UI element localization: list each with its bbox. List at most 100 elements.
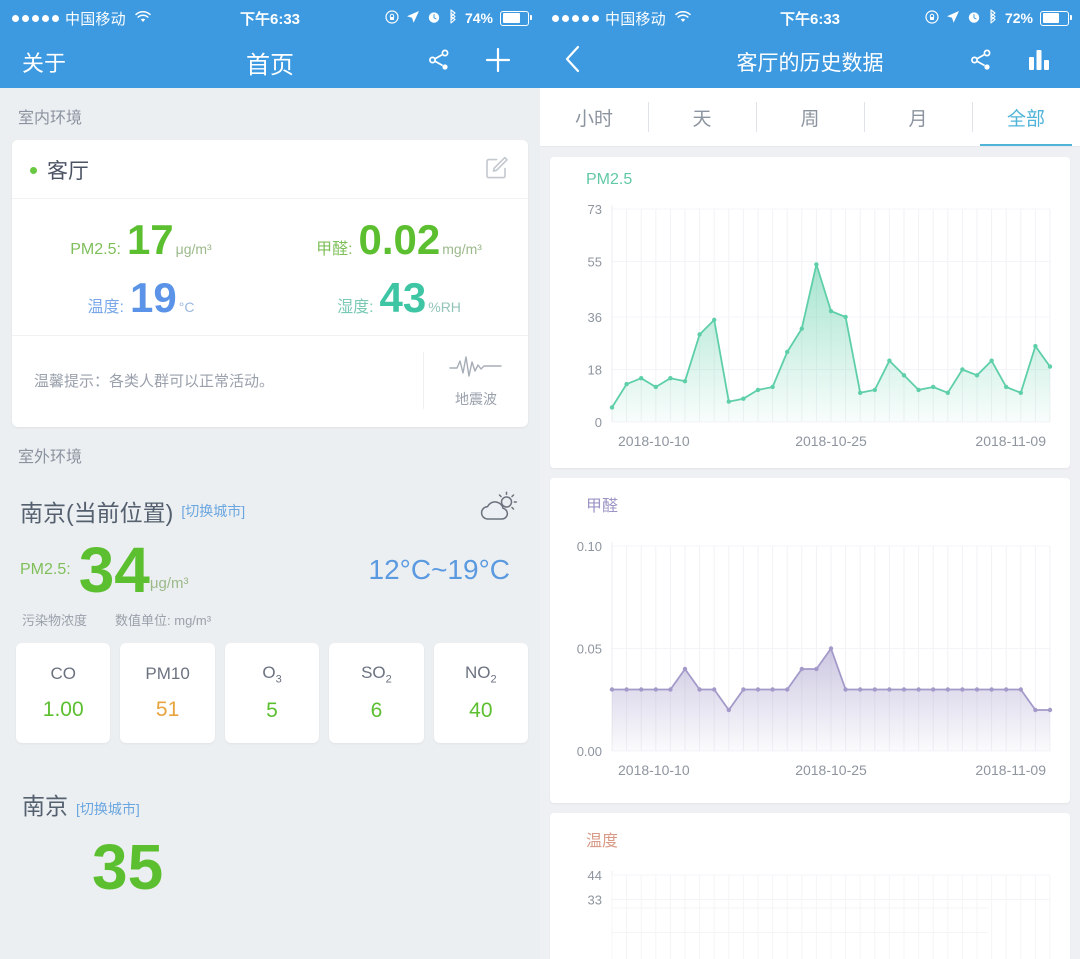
metric-label: PM2.5: bbox=[70, 241, 121, 258]
svg-text:2018-10-25: 2018-10-25 bbox=[795, 433, 867, 449]
alarm-icon bbox=[967, 10, 981, 27]
second-city-label: 南京 bbox=[22, 793, 68, 819]
back-button[interactable] bbox=[540, 44, 584, 80]
plus-icon[interactable] bbox=[484, 46, 512, 79]
metric-pm25: PM2.5: 17 μg/m³ bbox=[12, 213, 270, 271]
indoor-metrics: PM2.5: 17 μg/m³ 甲醛: 0.02 mg/m³ 温度: 19 °C bbox=[12, 199, 528, 335]
metric-value: 0.02 bbox=[358, 216, 441, 263]
svg-text:0: 0 bbox=[595, 415, 602, 430]
metric-humidity: 湿度: 43 %RH bbox=[270, 271, 528, 329]
signal-dots-icon bbox=[552, 14, 599, 22]
nav-actions bbox=[426, 46, 540, 79]
tab-week[interactable]: 周 bbox=[756, 88, 864, 146]
outdoor-block: 南京(当前位置) [切换城市] PM2.5: 34 μg/m³ 12°C~ bbox=[0, 479, 540, 765]
chart-title-temperature: 温度 bbox=[586, 833, 619, 850]
chart-card-pm25[interactable]: PM2.5 0 18 36 55 73 2018-10-10 2018-10-25 2018-… bbox=[550, 157, 1070, 468]
pollutant-name: NO2 bbox=[465, 662, 497, 686]
battery-icon bbox=[1040, 10, 1072, 26]
svg-text:0.10: 0.10 bbox=[577, 539, 602, 554]
edit-icon[interactable] bbox=[483, 154, 510, 186]
battery-icon bbox=[500, 10, 532, 26]
share-icon[interactable] bbox=[968, 47, 994, 78]
tip-row: 温馨提示：各类人群可以正常活动。 地震波 bbox=[12, 335, 528, 427]
right-screen-history: 中国移动 下午6:33 72% bbox=[540, 0, 1080, 959]
pollutant-value: 51 bbox=[155, 698, 180, 721]
pollutant-name: PM10 bbox=[145, 664, 190, 683]
chart-card-temperature[interactable]: 温度 33 44 bbox=[550, 813, 1070, 959]
svg-text:2018-11-09: 2018-11-09 bbox=[975, 762, 1046, 778]
svg-text:33: 33 bbox=[588, 893, 602, 908]
pollutant-name: CO bbox=[50, 664, 76, 683]
pollutant-card-co[interactable]: CO 1.00 bbox=[16, 643, 111, 743]
partly-cloudy-icon bbox=[476, 491, 520, 530]
pollutant-card-no2[interactable]: NO2 40 bbox=[433, 643, 529, 743]
second-city-header: 南京 [切换城市] bbox=[0, 779, 540, 821]
status-left-group: 中国移动 bbox=[0, 8, 151, 29]
tab-all[interactable]: 全部 bbox=[972, 88, 1080, 146]
about-button[interactable]: 关于 bbox=[22, 51, 67, 76]
rotation-lock-icon bbox=[925, 9, 939, 27]
bluetooth-icon bbox=[448, 9, 458, 27]
svg-text:44: 44 bbox=[588, 868, 602, 883]
metric-value: 43 bbox=[379, 274, 427, 321]
pollutant-card-pm10[interactable]: PM10 51 bbox=[120, 643, 215, 743]
status-dot-icon bbox=[30, 166, 37, 174]
chart-temperature-plot: 33 44 bbox=[588, 868, 1051, 959]
outdoor-subtitles: 污染物浓度 数值单位: mg/m³ bbox=[0, 608, 540, 639]
metric-formaldehyde: 甲醛: 0.02 mg/m³ bbox=[270, 213, 528, 271]
bar-chart-icon[interactable] bbox=[1026, 48, 1052, 77]
switch-city-link[interactable]: [切换城市] bbox=[181, 502, 246, 519]
svg-text:36: 36 bbox=[588, 310, 602, 325]
seismic-wave-button[interactable]: 地震波 bbox=[423, 352, 528, 409]
left-status-bar: 中国移动 下午6:33 74% bbox=[0, 0, 540, 36]
pollutant-value: 40 bbox=[469, 699, 493, 723]
pollutant-value: 6 bbox=[370, 699, 383, 723]
status-left-group: 中国移动 bbox=[540, 8, 691, 29]
metric-row-1: PM2.5: 17 μg/m³ 甲醛: 0.02 mg/m³ bbox=[12, 213, 528, 271]
metric-unit: μg/m³ bbox=[175, 241, 212, 257]
alarm-icon bbox=[427, 10, 441, 27]
tab-hour[interactable]: 小时 bbox=[574, 108, 613, 130]
indoor-section-label: 室内环境 bbox=[18, 110, 83, 127]
room-name-label: 客厅 bbox=[47, 160, 89, 183]
tab-day[interactable]: 天 bbox=[648, 88, 756, 146]
signal-dots-icon bbox=[12, 14, 59, 22]
pollutant-concentration-label: 污染物浓度 bbox=[22, 613, 88, 628]
metric-temperature: 温度: 19 °C bbox=[12, 271, 270, 329]
metric-value: 17 bbox=[126, 216, 174, 263]
outdoor-city-label: 南京(当前位置) bbox=[20, 499, 174, 526]
indoor-room-card[interactable]: 客厅 PM2.5: 17 μg/m³ 甲醛: 0.02 mg/m³ bbox=[12, 140, 528, 427]
svg-text:73: 73 bbox=[588, 202, 602, 217]
second-city-value: 35 bbox=[92, 831, 164, 903]
pollutant-card-o3[interactable]: O3 5 bbox=[224, 643, 320, 743]
svg-text:0.00: 0.00 bbox=[577, 744, 602, 759]
carrier-label: 中国移动 bbox=[65, 10, 126, 28]
tip-text: 温馨提示：各类人群可以正常活动。 bbox=[34, 373, 275, 390]
status-right-group: 74% bbox=[385, 9, 540, 27]
tab-month[interactable]: 月 bbox=[864, 88, 972, 146]
second-city-block: 南京 [切换城市] 35 bbox=[0, 765, 540, 899]
left-screen-home: 中国移动 下午6:33 74% bbox=[0, 0, 540, 899]
wifi-icon bbox=[135, 10, 151, 27]
metric-value: 19 bbox=[130, 274, 177, 321]
outdoor-pm-unit: μg/m³ bbox=[149, 575, 189, 592]
right-status-bar: 中国移动 下午6:33 72% bbox=[540, 0, 1080, 36]
pollutant-card-so2[interactable]: SO2 6 bbox=[329, 643, 424, 743]
chart-card-formaldehyde[interactable]: 甲醛 0.00 0.05 0.10 2018-10-10 2018-10-25 2018-… bbox=[550, 478, 1070, 803]
share-icon[interactable] bbox=[426, 47, 452, 78]
battery-percent-label: 72% bbox=[1004, 10, 1033, 26]
svg-text:2018-11-09: 2018-11-09 bbox=[975, 433, 1046, 449]
chart-title-formaldehyde: 甲醛 bbox=[586, 498, 619, 515]
seismic-wave-icon bbox=[448, 352, 504, 385]
metric-row-2: 温度: 19 °C 湿度: 43 %RH bbox=[12, 271, 528, 329]
chevron-left-icon bbox=[565, 45, 580, 73]
second-switch-city-link[interactable]: [切换城市] bbox=[76, 801, 140, 817]
wifi-icon bbox=[675, 10, 691, 27]
svg-text:2018-10-10: 2018-10-10 bbox=[618, 762, 690, 778]
svg-text:55: 55 bbox=[588, 255, 602, 270]
time-range-tabs: 小时 天 周 月 全部 bbox=[540, 88, 1080, 147]
svg-text:0.05: 0.05 bbox=[577, 642, 602, 657]
left-nav-bar: 关于 首页 bbox=[0, 36, 540, 88]
metric-unit: %RH bbox=[428, 299, 461, 315]
metric-label: 湿度: bbox=[337, 299, 374, 316]
